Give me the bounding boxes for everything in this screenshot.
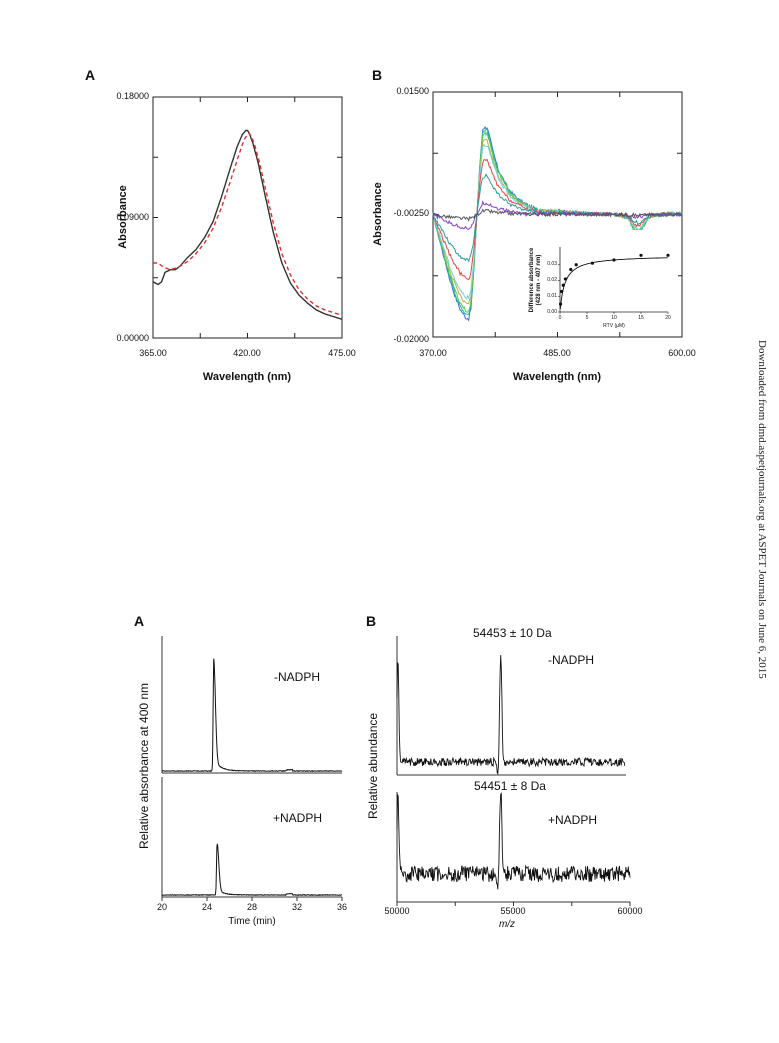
fig1b-inset-xtick-4: 20	[665, 315, 671, 321]
fig2b-mass-plus-nadph: 54451 ± 8 Da	[474, 779, 546, 793]
fig1b-ylabel: Absorbance	[372, 182, 384, 246]
fig1b-xtick-mid: 485.00	[543, 348, 571, 358]
fig2b-panel-letter: B	[366, 613, 376, 629]
fig1a-ticks	[152, 96, 343, 339]
fig1a-ytick-bottom: 0.00000	[116, 333, 149, 343]
fig1b-inset: 0.00 0.01 0.02 0.03 0 5 10 15 20 RTV (µM…	[520, 230, 678, 329]
fig1a-xtick-left: 365.00	[139, 348, 167, 358]
fig1a-xtick-mid: 420.00	[233, 348, 261, 358]
fig1b-inset-point	[590, 261, 595, 265]
fig1a-panel: A 0.18000 0.09000 0.00000 365.00 420.00 …	[85, 67, 356, 383]
fig2a-trace-plus-nadph	[161, 843, 343, 897]
fig1b-series-line	[432, 143, 683, 300]
fig1b-inset-xtick-3: 15	[638, 315, 644, 321]
fig1b-ytick-bottom: -0.02000	[393, 334, 429, 344]
fig1b-inset-ytick-3: 0.03	[547, 261, 557, 267]
fig1b-inset-xtick-1: 5	[586, 315, 589, 321]
fig2a-xtick-36: 36	[337, 902, 347, 912]
fig1b-inset-point	[574, 263, 578, 267]
fig2a-trace-minus-nadph	[161, 658, 343, 773]
fig1a-series-dashed	[153, 132, 343, 316]
fig1b-inset-ylabel-line: (428 nm - 407 nm)	[536, 255, 542, 306]
fig1b-inset-point	[558, 302, 563, 306]
fig1b-xlabel: Wavelength (nm)	[513, 371, 602, 383]
fig2a-xtick-32: 32	[292, 902, 302, 912]
fig1a-series-solid	[152, 129, 343, 320]
fig1b-inset-point	[560, 289, 564, 294]
fig1b-inset-point	[561, 283, 565, 287]
fig1b-xtick-right: 600.00	[668, 348, 696, 358]
fig2b-trace-plus-nadph	[396, 792, 631, 890]
fig2b-xtick-55000: 55000	[500, 906, 525, 916]
fig1b-inset-ytick-1: 0.01	[547, 293, 557, 299]
fig1b-inset-ticks	[558, 264, 669, 314]
fig2a-xlabel: Time (min)	[228, 916, 275, 927]
fig1b-inset-point	[563, 277, 568, 281]
fig1a-ytick-top: 0.18000	[116, 91, 149, 101]
fig1b-xtick-left: 370.00	[419, 348, 447, 358]
fig1a-panel-letter: A	[85, 67, 95, 83]
fig2a-label-minus-nadph: -NADPH	[274, 670, 320, 684]
fig1b-ytick-top: 0.01500	[396, 86, 429, 96]
fig2b-panel: B 50000 55000 60000 m/z Relative abundan…	[366, 613, 643, 930]
fig1a-xlabel: Wavelength (nm)	[203, 371, 292, 383]
fig2b-ylabel: Relative abundance	[366, 713, 380, 819]
fig1b-inset-ylabel-line: Difference absorbance	[529, 247, 535, 312]
fig2a-xtick-20: 20	[157, 902, 167, 912]
fig1b-inset-ylabel: Difference absorbance(428 nm - 407 nm)	[529, 247, 542, 312]
fig2b-mass-minus-nadph: 54453 ± 10 Da	[473, 626, 552, 640]
fig1b-ticks	[432, 91, 683, 338]
fig1a-plot-frame	[152, 96, 343, 339]
fig2b-xtick-50000: 50000	[384, 906, 409, 916]
fig2b-label-minus-nadph: -NADPH	[548, 653, 594, 667]
fig1b-inset-xtick-0: 0	[559, 315, 562, 321]
fig2a-panel-letter: A	[134, 613, 144, 629]
fig2b-label-plus-nadph: +NADPH	[548, 813, 597, 827]
fig1b-inset-point	[612, 258, 616, 262]
fig1a-xtick-right: 475.00	[328, 348, 356, 358]
fig1b-series-line	[432, 208, 683, 222]
fig2b-xlabel: m/z	[499, 919, 515, 930]
fig1b-inset-bg	[520, 230, 678, 324]
fig1b-ytick-mid: -0.00250	[393, 208, 429, 218]
fig1b-inset-ytick-0: 0.00	[547, 309, 557, 315]
fig2a-ticks	[161, 897, 343, 901]
fig2b-ticks	[396, 902, 631, 906]
fig2a-xtick-24: 24	[202, 902, 212, 912]
fig2a-xtick-28: 28	[247, 902, 257, 912]
fig1b-panel: B 0.01500 -0.00250 -0.02000 370.00 485.0…	[372, 67, 696, 383]
fig1b-series-line	[432, 199, 683, 230]
fig1b-inset-points	[558, 253, 670, 306]
fig2a-ylabel: Relative absorbance at 400 nm	[137, 683, 151, 849]
fig1b-inset-ytick-2: 0.02	[547, 277, 557, 283]
fig2b-xtick-60000: 60000	[617, 906, 642, 916]
fig1b-inset-point	[639, 253, 643, 257]
fig1b-panel-letter: B	[372, 67, 382, 83]
fig2b-trace-minus-nadph	[396, 655, 626, 775]
fig1b-inset-point	[666, 253, 670, 257]
fig1b-inset-xlabel: RTV (µM)	[603, 323, 625, 329]
fig1b-inset-xtick-2: 10	[611, 315, 617, 321]
fig1b-inset-point	[569, 267, 573, 272]
fig2a-label-plus-nadph: +NADPH	[273, 811, 322, 825]
fig1a-ytick-mid: 0.09000	[116, 212, 149, 222]
fig2a-panel: A 20 24 28 32 36 Time (min) Relative abs…	[134, 613, 347, 927]
fig1a-ylabel: Absorbance	[117, 185, 129, 249]
download-watermark: Downloaded from dmd.aspetjournals.org at…	[756, 340, 768, 679]
